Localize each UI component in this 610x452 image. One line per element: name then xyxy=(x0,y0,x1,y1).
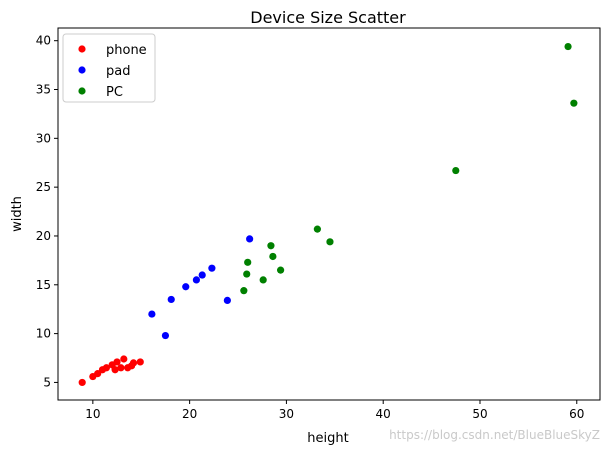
y-tick-label: 25 xyxy=(36,180,51,194)
data-point-phone xyxy=(117,364,125,372)
y-tick-label: 40 xyxy=(36,34,51,48)
data-point-phone xyxy=(102,364,110,372)
series-pad xyxy=(148,235,254,340)
series-pc xyxy=(240,42,578,295)
data-point-pc xyxy=(267,242,275,250)
data-point-phone xyxy=(129,359,138,367)
data-point-phone xyxy=(94,370,102,378)
x-axis-label: height xyxy=(307,431,348,446)
chart-title: Device Size Scatter xyxy=(250,8,406,27)
legend-label-pad: pad xyxy=(106,64,130,79)
legend-label-phone: phone xyxy=(106,43,147,58)
y-tick-label: 15 xyxy=(36,278,51,292)
legend-marker-phone xyxy=(78,45,86,53)
data-point-pc xyxy=(259,276,267,284)
axis-ticks: 10 20 30 40 50 60 5 10 15 20 25 30 35 40 xyxy=(36,34,585,421)
data-point-pc xyxy=(313,225,321,233)
data-points xyxy=(78,42,578,387)
data-point-pc xyxy=(244,258,252,266)
y-axis-label: width xyxy=(10,196,25,232)
x-tick-label: 20 xyxy=(182,407,197,421)
plot-frame xyxy=(57,27,601,401)
data-point-pad xyxy=(246,235,254,243)
x-tick-label: 40 xyxy=(376,407,391,421)
data-point-pad xyxy=(223,296,231,305)
data-point-pad xyxy=(161,331,170,340)
x-tick-label: 50 xyxy=(472,407,487,421)
legend: phone pad PC xyxy=(62,33,156,103)
watermark-text: https://blog.csdn.net/BlueBlueSkyZ xyxy=(389,428,600,442)
legend-marker-pad xyxy=(78,66,86,74)
data-point-pc xyxy=(570,99,578,107)
data-point-pc xyxy=(243,270,251,278)
data-point-pc xyxy=(564,42,572,51)
x-tick-label: 60 xyxy=(569,407,584,421)
data-point-phone xyxy=(78,378,86,387)
data-point-pc xyxy=(326,238,334,246)
data-point-pc xyxy=(240,287,248,295)
data-point-pad xyxy=(192,276,201,284)
data-point-pc xyxy=(269,252,277,261)
y-tick-label: 20 xyxy=(36,229,51,243)
y-tick-label: 10 xyxy=(36,327,51,341)
data-point-phone xyxy=(120,355,128,363)
legend-frame xyxy=(62,33,156,103)
x-tick-label: 30 xyxy=(279,407,294,421)
data-point-pad xyxy=(167,295,175,304)
data-point-pad xyxy=(198,271,206,279)
data-point-phone xyxy=(111,366,119,374)
data-point-pad xyxy=(208,264,216,272)
data-point-phone xyxy=(136,358,144,366)
y-tick-label: 35 xyxy=(36,83,51,97)
data-point-phone xyxy=(113,358,121,366)
legend-label-pc: PC xyxy=(106,85,123,100)
y-tick-label: 30 xyxy=(36,131,51,145)
series-phone xyxy=(78,355,144,387)
data-point-pc xyxy=(277,266,285,274)
x-tick-label: 10 xyxy=(85,407,100,421)
data-point-pad xyxy=(182,283,190,291)
legend-marker-pc xyxy=(78,87,86,95)
data-point-pad xyxy=(148,310,156,318)
y-tick-label: 5 xyxy=(43,375,51,389)
data-point-pc xyxy=(452,166,460,175)
